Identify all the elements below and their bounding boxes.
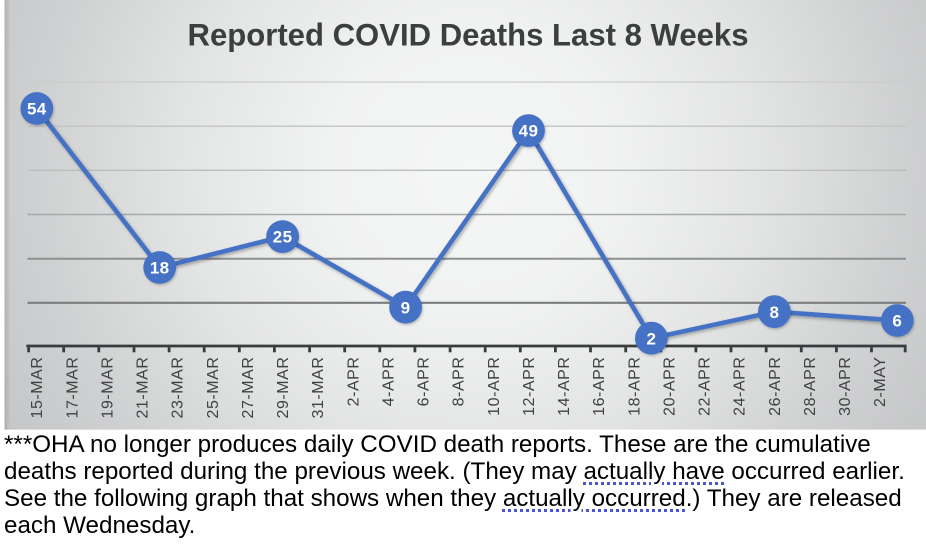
svg-text:49: 49 (519, 122, 539, 141)
svg-text:30-APR: 30-APR (837, 357, 854, 416)
svg-text:6-APR: 6-APR (416, 357, 433, 407)
svg-text:17-MAR: 17-MAR (64, 357, 81, 419)
svg-text:2: 2 (646, 329, 656, 348)
svg-text:22-APR: 22-APR (697, 357, 714, 416)
svg-text:25-MAR: 25-MAR (205, 357, 222, 419)
svg-text:31-MAR: 31-MAR (310, 357, 327, 419)
svg-text:6: 6 (892, 312, 902, 331)
svg-text:14-APR: 14-APR (556, 357, 573, 416)
svg-text:10-APR: 10-APR (486, 357, 503, 416)
svg-text:15-MAR: 15-MAR (29, 357, 46, 419)
svg-text:27-MAR: 27-MAR (240, 357, 257, 419)
svg-text:Reported COVID Deaths Last 8 W: Reported COVID Deaths Last 8 Weeks (187, 18, 748, 53)
svg-text:29-MAR: 29-MAR (275, 357, 292, 419)
svg-text:25: 25 (273, 228, 293, 247)
svg-text:4-APR: 4-APR (380, 357, 397, 407)
svg-text:26-APR: 26-APR (767, 357, 784, 416)
svg-text:12-APR: 12-APR (521, 357, 538, 416)
svg-text:20-APR: 20-APR (661, 357, 678, 416)
svg-text:24-APR: 24-APR (732, 357, 749, 416)
svg-text:18-APR: 18-APR (626, 357, 643, 416)
svg-text:8-APR: 8-APR (451, 357, 468, 407)
svg-text:16-APR: 16-APR (591, 357, 608, 416)
svg-text:21-MAR: 21-MAR (135, 357, 152, 419)
svg-text:8: 8 (769, 303, 779, 322)
svg-text:23-MAR: 23-MAR (170, 357, 187, 419)
svg-text:9: 9 (401, 298, 411, 317)
svg-text:2-MAY: 2-MAY (872, 357, 889, 407)
svg-text:18: 18 (150, 259, 170, 278)
svg-text:54: 54 (27, 100, 47, 119)
svg-text:2-APR: 2-APR (345, 357, 362, 407)
svg-text:19-MAR: 19-MAR (99, 357, 116, 419)
svg-text:28-APR: 28-APR (802, 357, 819, 416)
